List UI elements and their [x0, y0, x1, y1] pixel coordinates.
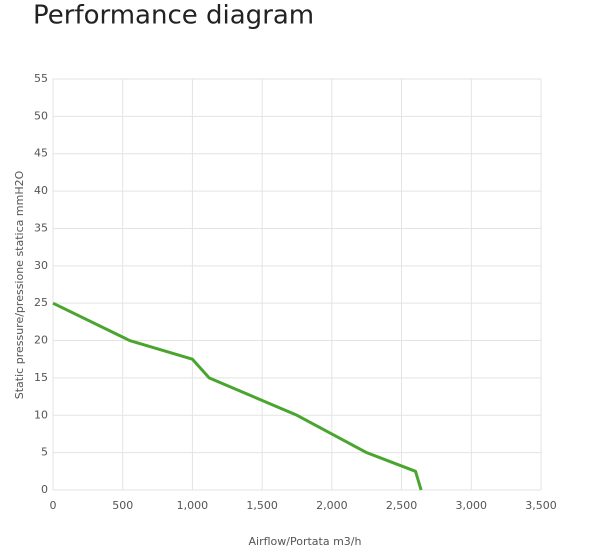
x-tick-label: 2,000 — [316, 499, 348, 512]
y-tick-label: 10 — [34, 408, 48, 421]
x-tick-label: 3,500 — [525, 499, 557, 512]
x-tick-label: 1,500 — [246, 499, 278, 512]
data-line — [52, 301, 423, 491]
x-tick-label: 500 — [112, 499, 133, 512]
y-tick-label: 25 — [34, 296, 48, 309]
x-axis-label: Airflow/Portata m3/h — [249, 535, 362, 548]
y-tick-label: 45 — [34, 147, 48, 160]
y-tick-label: 5 — [41, 446, 48, 459]
y-tick-label: 55 — [34, 72, 48, 85]
y-tick-label: 50 — [34, 109, 48, 122]
y-tick-label: 30 — [34, 259, 48, 272]
y-tick-label: 0 — [41, 483, 48, 496]
y-axis-label: Static pressure/pressione statica mmH2O — [13, 170, 26, 399]
y-tick-label: 40 — [34, 184, 48, 197]
y-tick-label: 15 — [34, 371, 48, 384]
y-tick-label: 20 — [34, 334, 48, 347]
chart-title: Performance diagram — [33, 1, 314, 31]
x-tick-label: 1,000 — [177, 499, 209, 512]
y-tick-label: 35 — [34, 221, 48, 234]
x-tick-label: 0 — [50, 499, 57, 512]
x-tick-label: 3,000 — [456, 499, 488, 512]
x-tick-label: 2,500 — [386, 499, 418, 512]
